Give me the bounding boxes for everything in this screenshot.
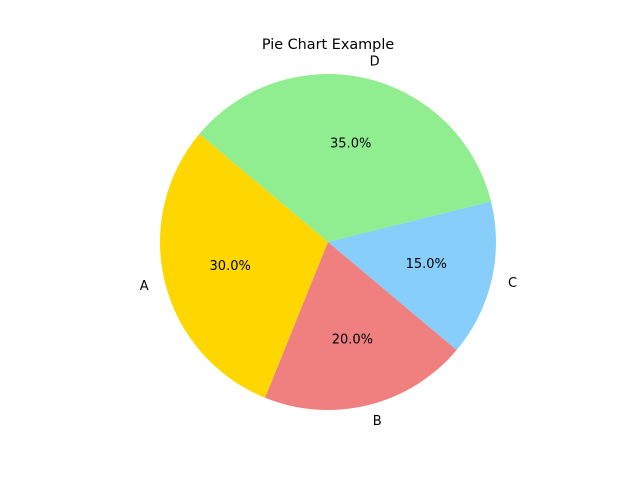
pie-slice-a	[159, 134, 328, 398]
slice-label-a: A	[140, 279, 149, 294]
pie-slice-c	[328, 201, 497, 350]
percent-label-a: 30.0%	[210, 259, 251, 274]
slice-labels: A B C D	[140, 54, 517, 428]
percent-label-d: 35.0%	[330, 136, 371, 151]
percent-label-c: 15.0%	[406, 257, 447, 272]
percent-label-b: 20.0%	[332, 332, 373, 347]
slice-label-b: B	[373, 414, 382, 429]
slice-label-d: D	[370, 54, 380, 69]
pie-slice-d	[199, 73, 492, 242]
slice-label-c: C	[508, 276, 517, 291]
pie-slice-b	[265, 242, 457, 411]
pie-slices	[159, 73, 497, 411]
percent-labels: 30.0% 20.0% 15.0% 35.0%	[210, 136, 447, 347]
chart-title: Pie Chart Example	[262, 37, 394, 53]
